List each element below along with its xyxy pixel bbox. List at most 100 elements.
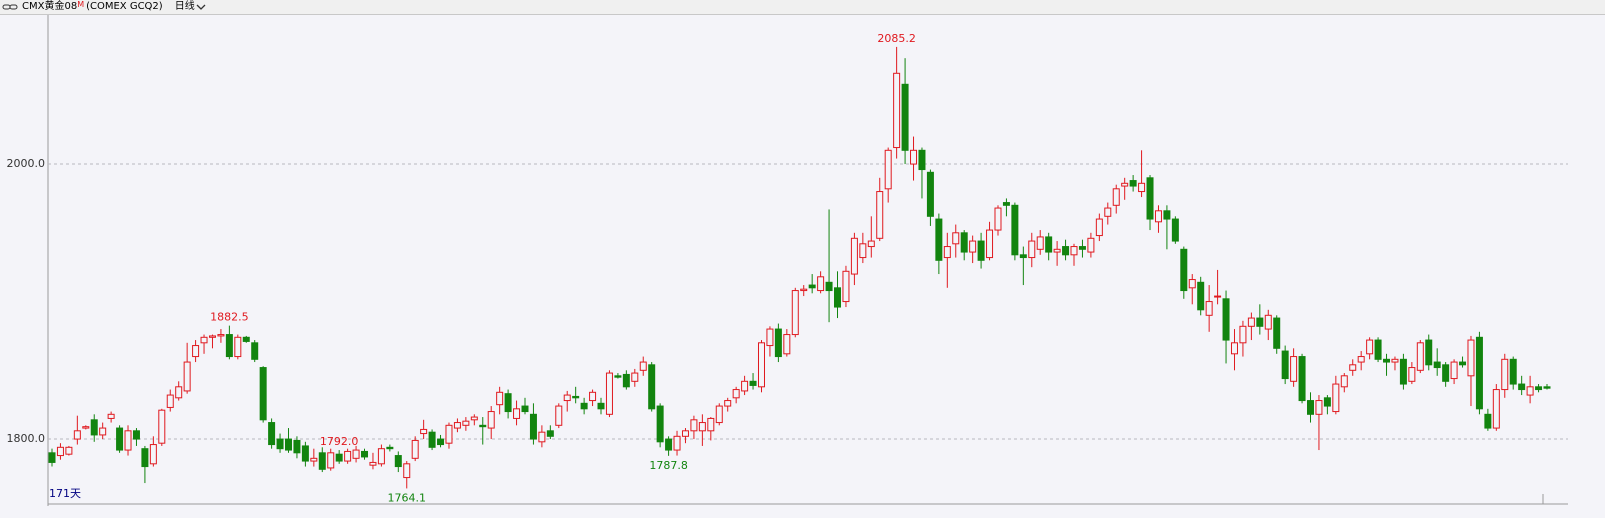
candle-body — [1256, 317, 1264, 327]
candle-body — [1416, 342, 1424, 371]
candle-body — [428, 431, 436, 448]
candle-body — [741, 380, 749, 392]
candle-body — [48, 452, 56, 463]
candle-body — [318, 452, 326, 470]
link-icon[interactable] — [0, 0, 22, 14]
candle-body — [876, 191, 884, 239]
candle-body — [1078, 246, 1086, 250]
candle-body — [724, 400, 732, 407]
candle-body — [1298, 356, 1306, 402]
candle-body — [1399, 358, 1407, 385]
candle-body — [800, 288, 808, 292]
candle-body — [1433, 361, 1441, 369]
candle-body — [513, 408, 521, 419]
candle-body — [251, 342, 259, 360]
candle-body — [301, 445, 309, 462]
candle-body — [1383, 358, 1391, 363]
candle-body — [732, 389, 740, 399]
candle-body — [622, 373, 630, 388]
candle-body — [1154, 210, 1162, 223]
period[interactable]: 日线 — [174, 1, 195, 12]
candle-body — [589, 391, 597, 402]
candle-body — [1205, 301, 1213, 316]
candle-body — [377, 448, 385, 465]
candle-body — [1509, 358, 1517, 385]
chart: 171天 2000.0 1800.0 2085.2 1882.5 1764.1 1787.… — [7, 15, 1568, 506]
candle-body — [834, 287, 842, 308]
candle-body — [1163, 210, 1171, 220]
candle-body — [1374, 339, 1382, 360]
candle-body — [361, 450, 369, 458]
candle-body — [132, 430, 140, 440]
candle-body — [1425, 339, 1433, 366]
candle-body — [65, 446, 73, 455]
candle-body — [1307, 400, 1315, 415]
candle-body — [597, 402, 605, 410]
candle-body — [648, 364, 656, 410]
candle-body — [1095, 218, 1103, 237]
candle-body — [546, 430, 554, 437]
extreme-label: 1787.8 — [649, 459, 688, 472]
candle-body — [681, 430, 689, 437]
candle-body — [521, 405, 529, 413]
symbol: CMX黄金08 — [22, 1, 78, 12]
candle-body — [715, 405, 723, 424]
candle-body — [1349, 364, 1357, 371]
candle-body — [344, 450, 352, 462]
candle-body — [504, 393, 512, 413]
candle-body — [158, 409, 166, 444]
candle-body — [496, 391, 504, 406]
candle-body — [1019, 254, 1027, 259]
candle-body — [234, 336, 242, 358]
candle-body — [259, 367, 267, 421]
candle-body — [1366, 339, 1374, 355]
candle-body — [453, 422, 461, 429]
candle-body — [420, 428, 428, 435]
candle-body — [310, 457, 318, 462]
candle-body — [867, 240, 875, 248]
extreme-label: 1882.5 — [210, 311, 249, 324]
candle-body — [90, 419, 98, 436]
candle-body — [217, 334, 225, 337]
header-bar: CMX黄金08M (COMEX GCQ2) 日线 — [0, 0, 1605, 15]
candle-body — [994, 207, 1002, 231]
candle-body — [1442, 364, 1450, 382]
candle-body — [749, 380, 757, 386]
candle-body — [986, 229, 994, 259]
candle-body — [698, 422, 706, 432]
range-label: 171天 — [49, 487, 81, 500]
candle-body — [1230, 342, 1238, 355]
candle-body — [1121, 182, 1129, 187]
candle-body — [791, 290, 799, 336]
extreme-label: 1764.1 — [387, 491, 426, 504]
candle-body — [952, 232, 960, 245]
candle-body — [1138, 182, 1146, 193]
candle-body — [673, 435, 681, 451]
candle-body — [82, 426, 90, 429]
candle-body — [1290, 356, 1298, 382]
period-dropdown[interactable] — [195, 0, 207, 14]
candle-body — [1543, 386, 1551, 389]
candle-body — [783, 334, 791, 355]
candle-body — [403, 463, 411, 479]
candle-body — [825, 281, 833, 292]
candle-body — [1340, 375, 1348, 388]
candle-body — [1535, 386, 1543, 391]
candle-body — [1391, 358, 1399, 363]
candle-body — [1315, 400, 1323, 415]
candle-body — [960, 232, 968, 253]
candle-body — [208, 335, 216, 338]
candle-body — [1281, 350, 1289, 380]
candle-body — [808, 284, 816, 289]
candle-body — [707, 417, 715, 432]
candle-body — [183, 361, 191, 392]
candle-body — [149, 444, 157, 465]
candle-body — [1518, 383, 1526, 391]
candle-body — [284, 438, 292, 451]
candle-body — [563, 394, 571, 402]
candle-body — [175, 386, 183, 399]
candle-body — [1357, 356, 1365, 363]
candle-body — [1188, 279, 1196, 289]
candle-body — [1214, 295, 1222, 298]
candle-body — [859, 243, 867, 259]
